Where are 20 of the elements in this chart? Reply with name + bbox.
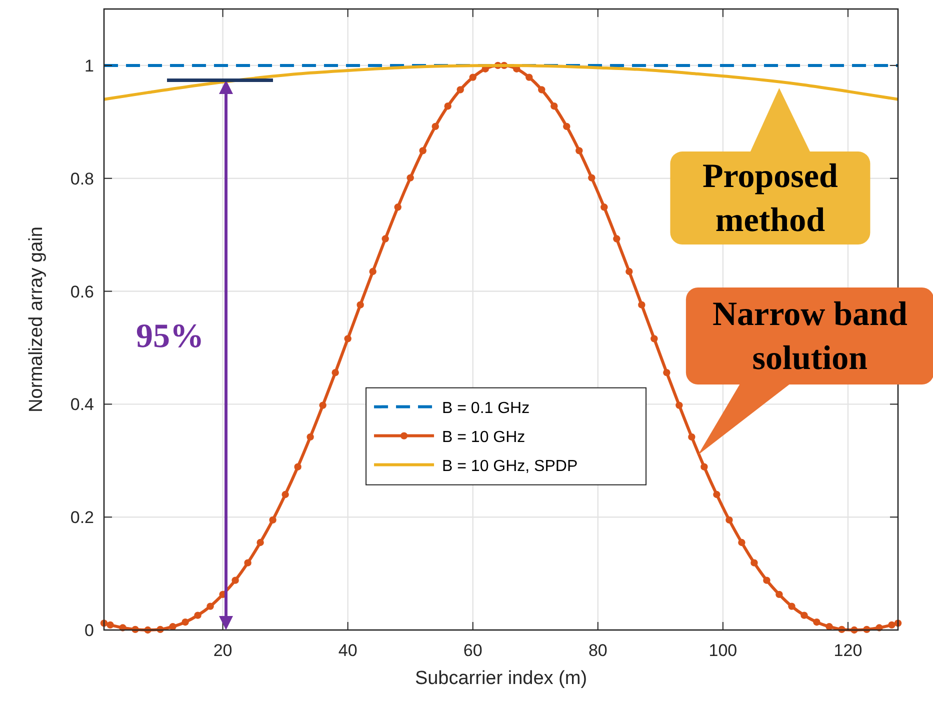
x-tick-label: 40 (338, 641, 358, 660)
y-tick-label: 0.6 (70, 282, 94, 302)
x-tick-label: 20 (213, 641, 232, 660)
x-tick-label: 80 (588, 641, 608, 660)
legend-label: B = 10 GHz (442, 428, 526, 446)
annotation: Proposed method (702, 158, 838, 240)
x-axis-title: Subcarrier index (m) (414, 668, 588, 689)
x-tick-label: 100 (708, 641, 738, 660)
legend-label: B = 0.1 GHz (442, 400, 530, 417)
y-tick-label: 0.4 (70, 395, 94, 414)
x-tick-label: 120 (834, 641, 862, 660)
y-tick-label: 1 (84, 56, 94, 76)
y-axis-title: Normalized array gain (26, 226, 47, 412)
annotation: Narrow band solution (712, 296, 908, 377)
y-tick-label: 0.2 (70, 508, 94, 528)
x-tick-label: 60 (463, 641, 482, 660)
y-tick-label: 0.8 (70, 169, 94, 188)
y-tick-label: 0 (84, 621, 94, 640)
annotation: 95% (136, 318, 204, 355)
legend-label: B = 10 GHz, SPDP (442, 458, 578, 475)
